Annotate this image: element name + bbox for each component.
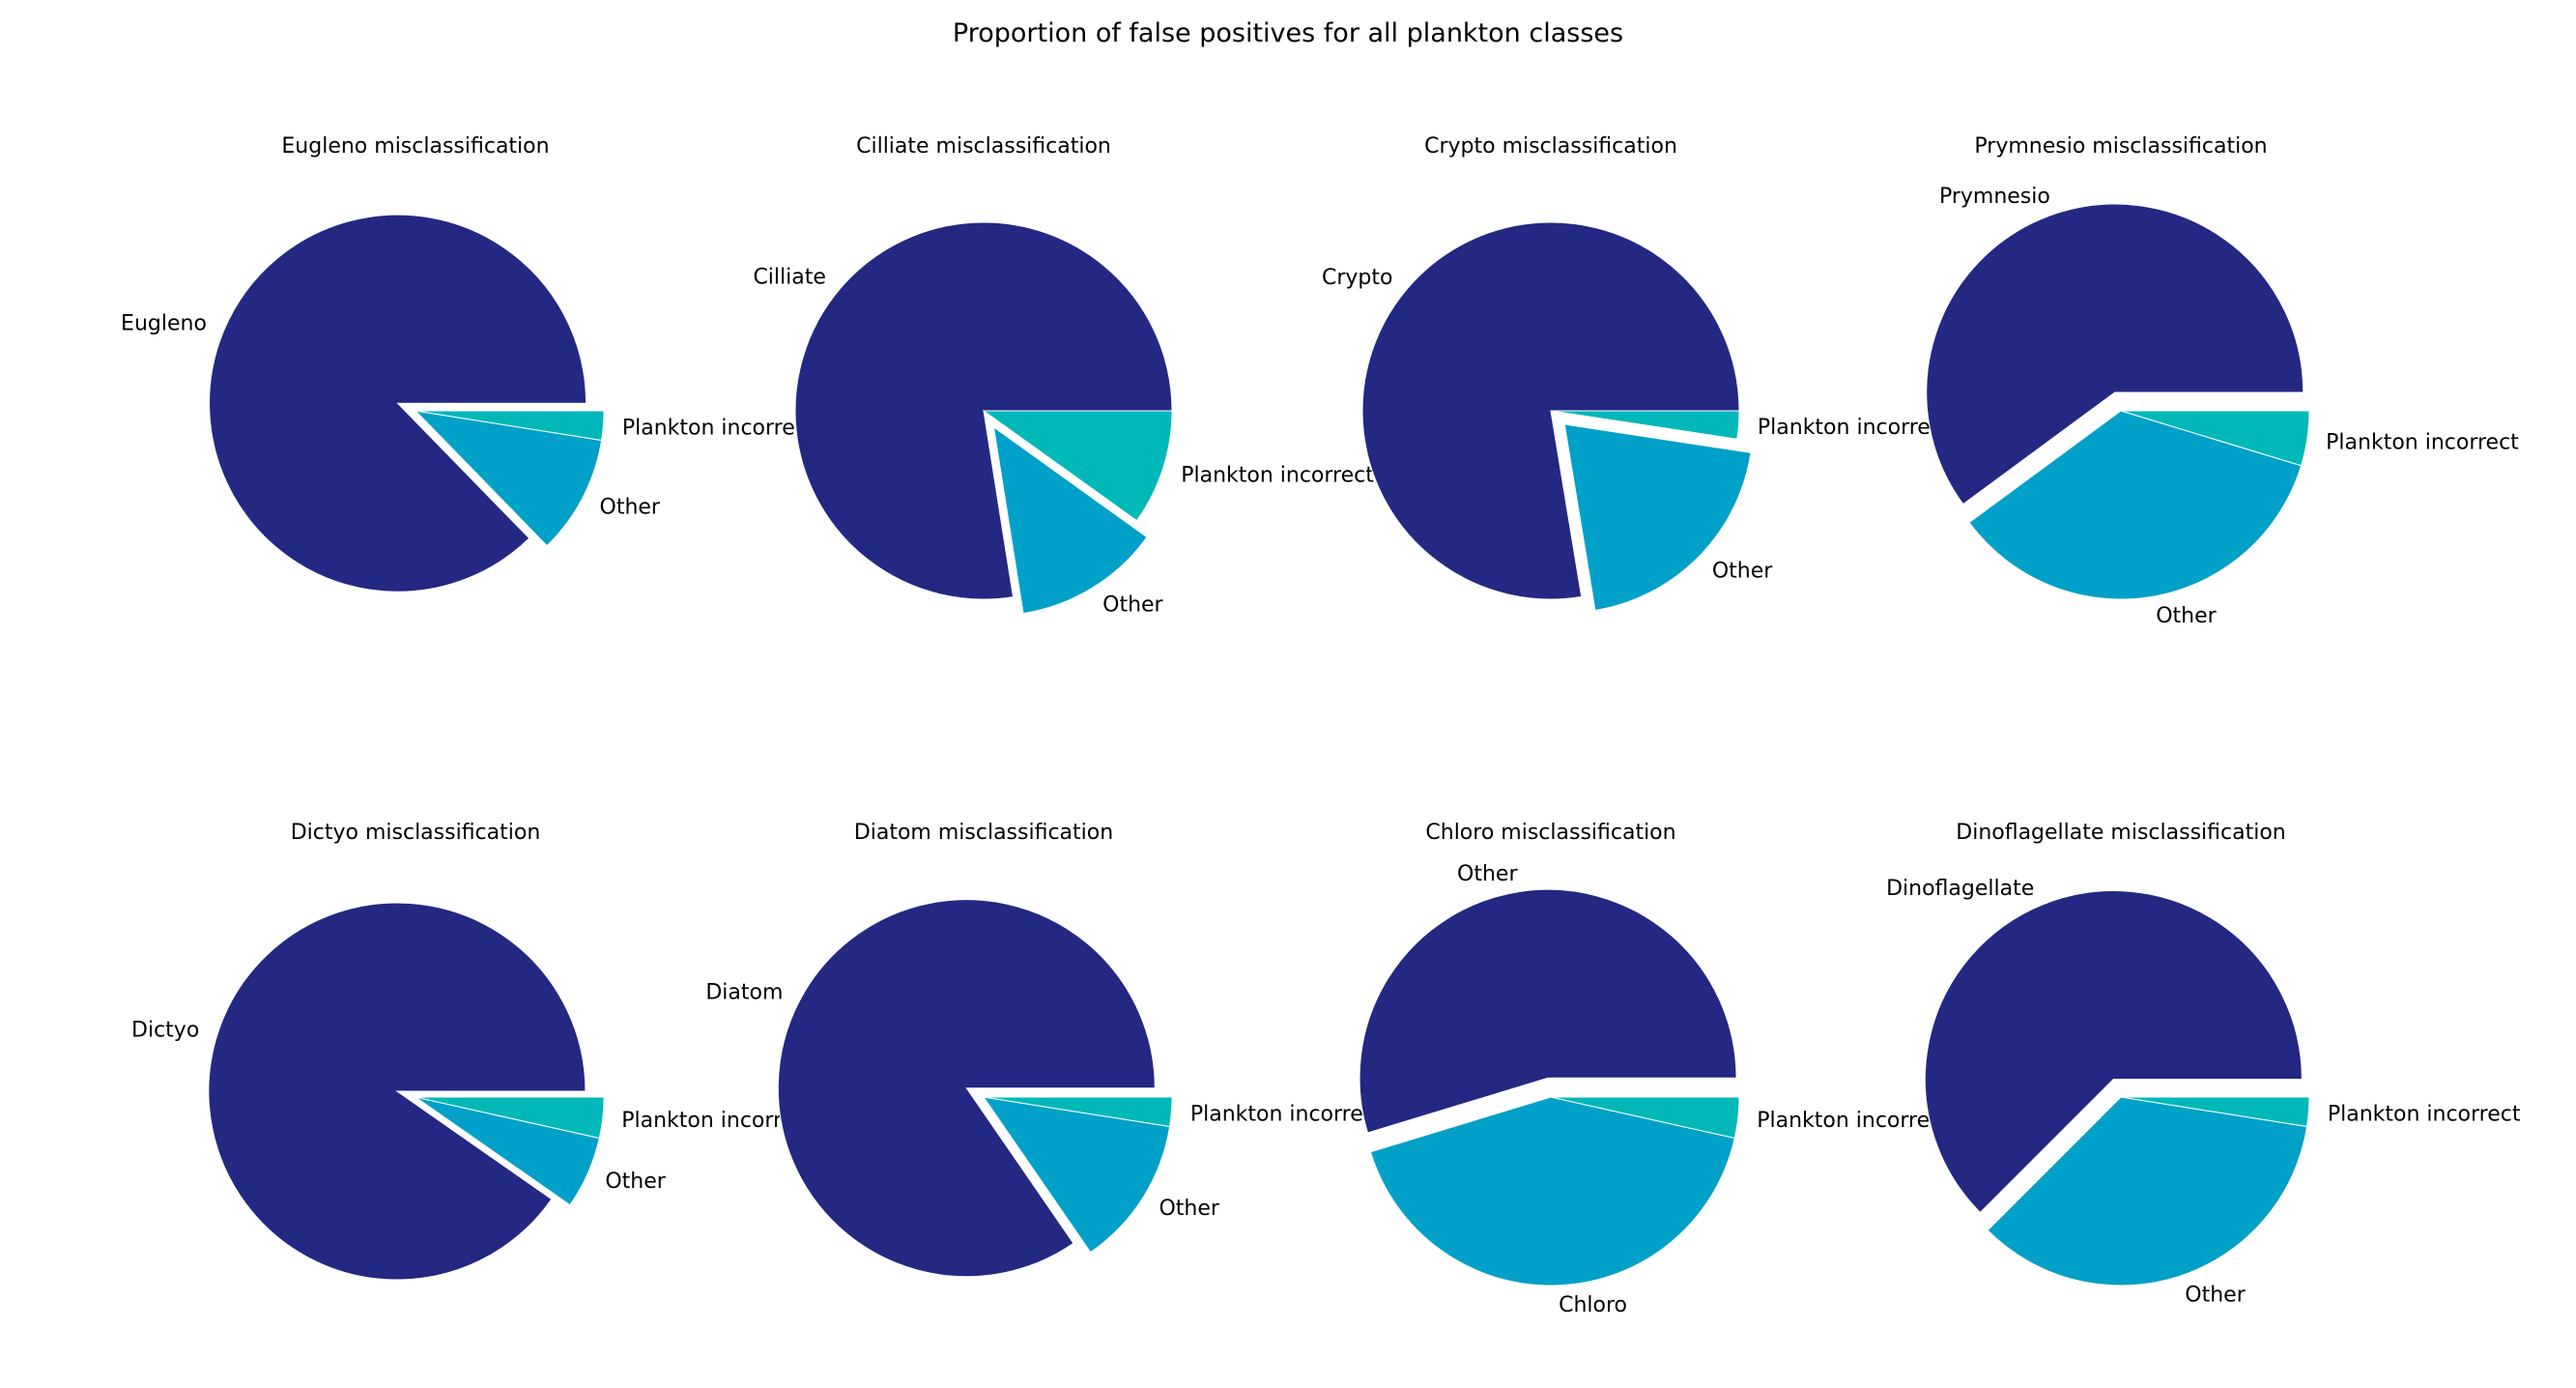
pie-title: Cilliate misclassification: [856, 134, 1111, 159]
pie-label-crypto: Crypto: [1322, 266, 1392, 290]
pie-slice-chloro: [1369, 1096, 1735, 1287]
pie-slice-eugleno: [209, 214, 587, 593]
pie-label-diatom: Diatom: [705, 981, 783, 1005]
pie-slice-other: [1987, 1096, 2308, 1287]
pie-label-plankton-incorrect: Plankton incorrect: [1190, 1103, 1384, 1127]
pie-label-chloro: Chloro: [1559, 1293, 1627, 1317]
pie-slice-plankton-incorrect: [983, 1096, 1173, 1128]
pie-slice-other: [1563, 423, 1752, 612]
pie-chart-6: Diatom misclassification Diatom Other Plank…: [705, 821, 1384, 1278]
pie-title: Dinoflagellate misclassification: [1956, 821, 2285, 845]
pie-label-other: Other: [1159, 1197, 1219, 1221]
pie-label-dictyo: Dictyo: [131, 1018, 199, 1042]
pie-label-cilliate: Cilliate: [753, 265, 825, 289]
pie-slice-plankton-incorrect: [2120, 1096, 2310, 1128]
pie-slice-plankton-incorrect: [982, 410, 1173, 522]
pie-label-other: Other: [600, 495, 661, 519]
pie-label-prymnesio: Prymnesio: [1939, 185, 2050, 209]
pie-label-plankton-incorrect: Plankton incorrect: [1758, 416, 1951, 440]
pie-label-other: Other: [2156, 604, 2217, 628]
pie-label-other: Other: [605, 1170, 666, 1194]
pie-slice-plankton-incorrect: [415, 1096, 605, 1140]
pie-label-other: Other: [1712, 559, 1773, 583]
pie-title: Prymnesio misclassification: [1974, 134, 2267, 159]
pie-chart-2: Cilliate misclassification Cilliate Other P…: [753, 134, 1374, 617]
pie-slice-other: [414, 410, 603, 547]
pie-label-other: Other: [1457, 862, 1518, 886]
pie-slice-other: [1359, 888, 1737, 1134]
pie-slice-prymnesio: [1926, 203, 2304, 506]
pie-slice-other: [1968, 410, 2303, 600]
pie-title: Diatom misclassification: [854, 821, 1113, 845]
pie-chart-8: Dinoflagellate misclassification Dinoflag…: [1886, 821, 2521, 1308]
pie-slice-other: [982, 1096, 1171, 1254]
pie-title: Dictyo misclassification: [291, 821, 541, 845]
pie-chart-5: Dictyo misclassificationDictyoOtherPlank…: [131, 821, 815, 1281]
pie-label-plankton-incorrect: Plankton incorrect: [622, 417, 816, 441]
pie-slice-crypto: [1361, 221, 1740, 600]
pie-slice-plankton-incorrect: [2120, 410, 2310, 467]
pie-label-other: Other: [2185, 1284, 2246, 1308]
pie-chart-3: Crypto misclassification Crypto Other Plank…: [1322, 134, 1951, 612]
pie-chart-1: Eugleno misclassification Eugleno Other Pla…: [121, 134, 816, 593]
pie-label-plankton-incorrect: Plankton incorrect: [2328, 1103, 2521, 1127]
pie-slice-plankton-incorrect: [1550, 1096, 1740, 1140]
pie-title: Crypto misclassification: [1424, 134, 1677, 159]
pie-title: Eugleno misclassification: [281, 134, 549, 159]
pie-label-eugleno: Eugleno: [121, 312, 207, 336]
pie-slice-diatom: [777, 899, 1156, 1278]
pie-label-dinoflagellate: Dinoflagellate: [1886, 877, 2034, 901]
pie-slice-dictyo: [208, 902, 587, 1281]
pie-label-plankton-incorrect: Plankton incorrect: [1757, 1109, 1950, 1133]
pie-slice-dinoflagellate: [1924, 890, 2303, 1214]
pie-slice-plankton-incorrect: [415, 410, 605, 442]
figure-title: Proportion of false positives for all pl…: [952, 18, 1624, 48]
pie-title: Chloro misclassification: [1425, 821, 1675, 845]
pie-slice-plankton-incorrect: [1550, 410, 1740, 440]
pie-label-other: Other: [1102, 593, 1163, 617]
pie-slice-other: [992, 425, 1148, 615]
pie-chart-4: Prymnesio misclassification Prymnesio Othe…: [1926, 134, 2519, 628]
pie-label-plankton-incorrect: Plankton incorrect: [1181, 463, 1374, 487]
pie-label-plankton-incorrect: Plankton incorrect: [2326, 430, 2519, 454]
pie-chart-7: Chloro misclassification Other Chloro Plank…: [1359, 821, 1950, 1317]
